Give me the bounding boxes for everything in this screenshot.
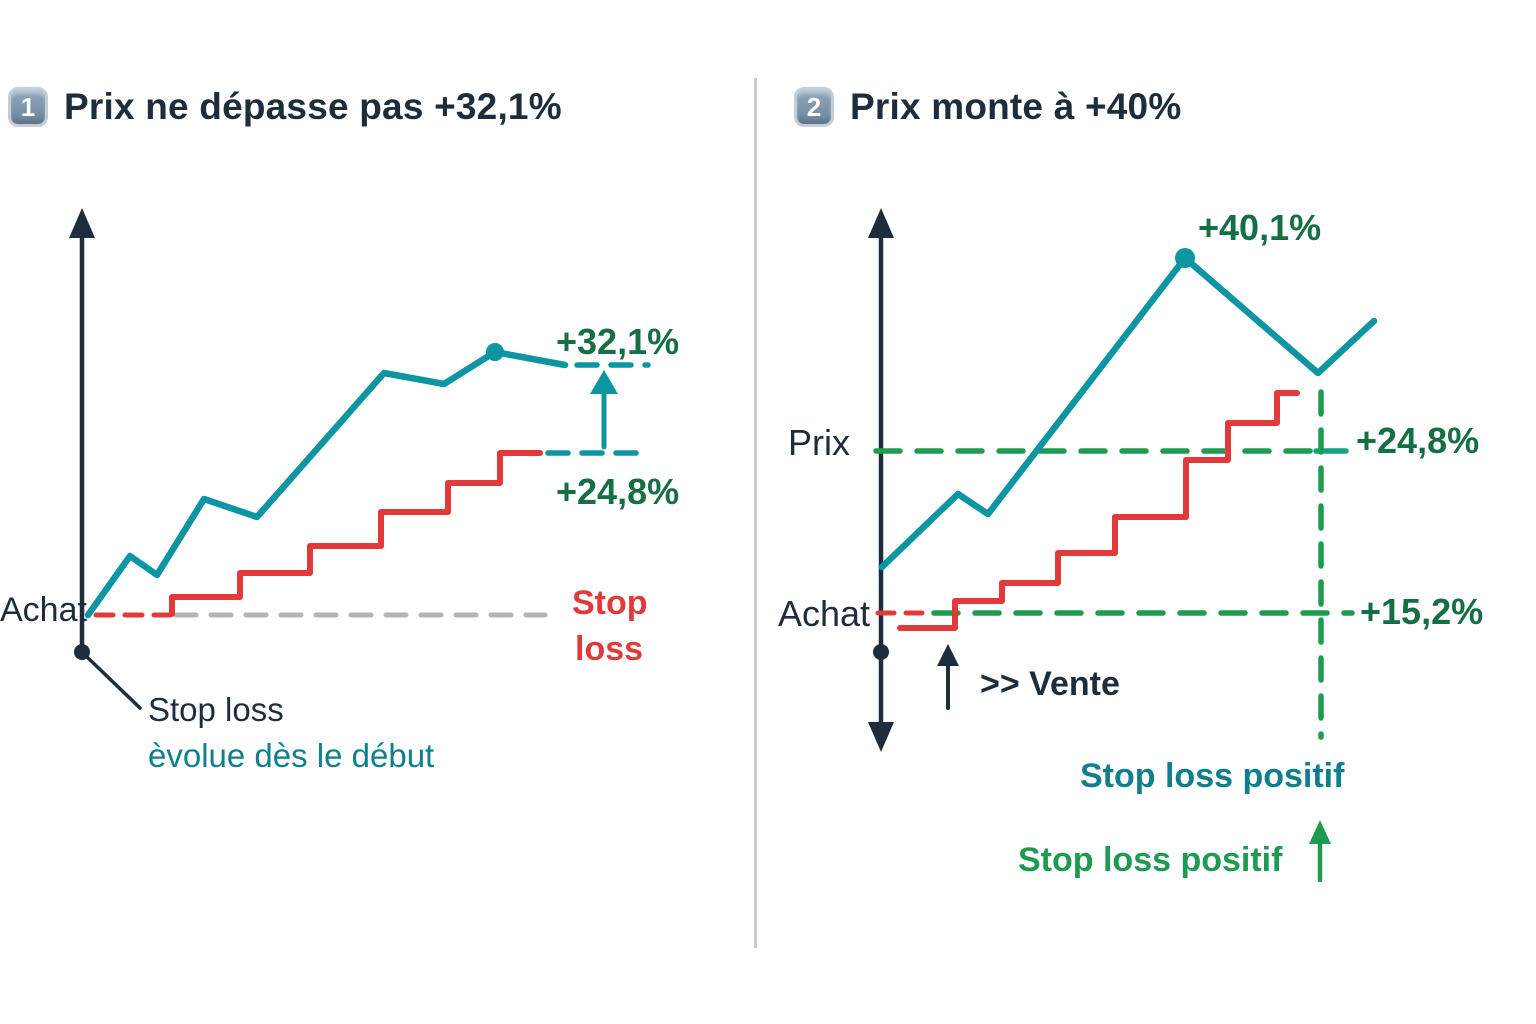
stop-loss-step-line xyxy=(169,450,543,617)
label-stop-loss-positif-teal: Stop loss positif xyxy=(1080,757,1345,795)
price-line xyxy=(878,254,1378,571)
price-line xyxy=(84,348,569,619)
stop-loss-step-line xyxy=(897,390,1300,631)
stop-loss-positif-arrow xyxy=(1309,820,1331,883)
panel-2-header: 2 Prix monte à +40% xyxy=(794,86,1181,128)
label-prix-pct: +24,8% xyxy=(1356,420,1479,461)
label-achat-pct: +15,2% xyxy=(1360,591,1483,632)
price-axis xyxy=(69,208,95,655)
label-stoploss-pct: +24,8% xyxy=(556,471,679,512)
callout-evolue: èvolue dès le début xyxy=(148,737,434,774)
label-stop: Stop xyxy=(572,584,648,622)
label-prix: Prix xyxy=(788,422,850,463)
label-stop-loss-positif-green: Stop loss positif xyxy=(1018,841,1283,879)
keycap-2-icon: 2 xyxy=(794,87,834,127)
panel-1-title: Prix ne dépasse pas +32,1% xyxy=(64,86,562,127)
vente-arrow xyxy=(937,644,959,710)
label-peak-pct: +32,1% xyxy=(556,321,679,362)
gap-arrow xyxy=(590,370,618,450)
price-axis xyxy=(868,208,894,752)
label-peak-pct: +40,1% xyxy=(1198,207,1321,248)
label-loss: loss xyxy=(575,630,643,668)
panel-1-graphics: +32,1% +24,8% Stop loss Achat Stop loss èvolue… xyxy=(0,208,679,774)
callout-pointer-line xyxy=(84,654,142,710)
panel-1-header: 1 Prix ne dépasse pas +32,1% xyxy=(8,86,562,128)
panel-2-title: Prix monte à +40% xyxy=(850,86,1182,127)
price-peak-dot xyxy=(1175,248,1195,268)
axis-origin-dot xyxy=(873,644,889,660)
panel-divider xyxy=(754,78,757,948)
label-achat: Achat xyxy=(778,593,870,634)
price-peak-dot xyxy=(486,343,504,361)
keycap-1-icon: 1 xyxy=(8,87,48,127)
label-achat: Achat xyxy=(0,591,87,629)
callout-stop-loss: Stop loss xyxy=(148,691,284,728)
label-vente: >> Vente xyxy=(980,665,1120,703)
panel-2-graphics: Prix Achat +40,1% +24,8% +15,2% >> Vente Stop … xyxy=(778,207,1483,883)
